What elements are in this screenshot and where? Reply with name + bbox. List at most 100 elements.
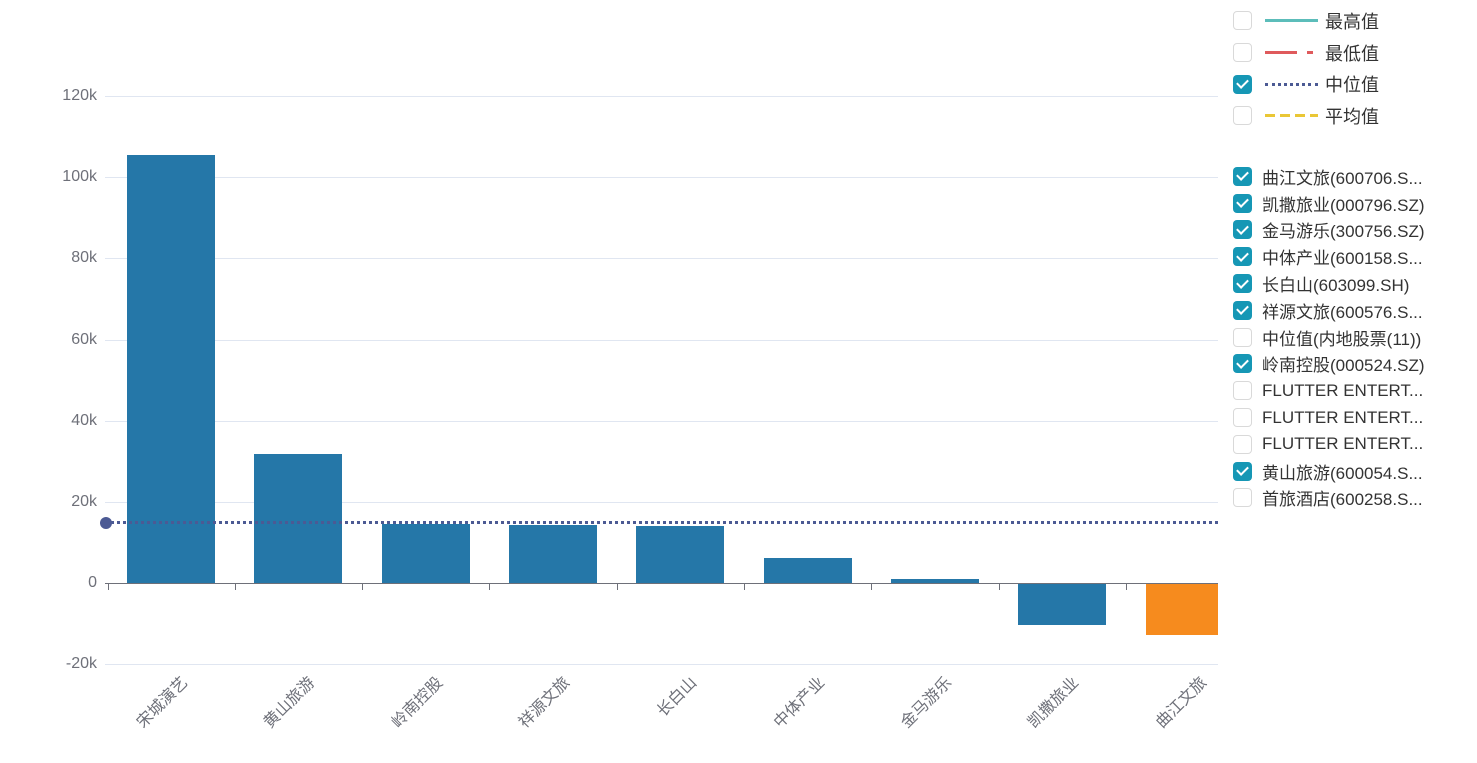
legend-line-sample-dashed bbox=[1265, 114, 1318, 118]
checkbox-unchecked[interactable] bbox=[1233, 381, 1252, 401]
series-item-2[interactable]: 金马游乐(300756.SZ) bbox=[1233, 217, 1425, 244]
x-axis-tick bbox=[489, 583, 491, 590]
checkbox-checked[interactable] bbox=[1233, 74, 1252, 94]
series-label: 中体产业(600158.S... bbox=[1262, 249, 1423, 269]
x-axis-tick bbox=[744, 583, 745, 590]
series-item-8[interactable]: FLUTTER ENTERT... bbox=[1233, 377, 1425, 404]
bar-黄山旅游[interactable] bbox=[254, 454, 343, 583]
checkbox-unchecked[interactable] bbox=[1233, 488, 1252, 508]
gridline bbox=[105, 420, 1218, 422]
gridline bbox=[105, 664, 1218, 666]
checkbox-checked[interactable] bbox=[1233, 220, 1252, 240]
y-axis-tick-label: 120k bbox=[62, 87, 97, 104]
bar-曲江文旅[interactable] bbox=[1145, 583, 1218, 636]
series-label: 中位值(内地股票(11)) bbox=[1262, 329, 1422, 349]
legend-item-1[interactable]: 最低值 bbox=[1233, 37, 1379, 69]
x-axis-tick bbox=[1125, 583, 1127, 590]
series-item-9[interactable]: FLUTTER ENTERT... bbox=[1233, 404, 1425, 431]
series-item-7[interactable]: 岭南控股(000524.SZ) bbox=[1233, 351, 1425, 378]
legend-line-sample-solid bbox=[1265, 19, 1318, 23]
checkbox-unchecked[interactable] bbox=[1233, 43, 1252, 63]
series-label: 凯撒旅业(000796.SZ) bbox=[1262, 195, 1425, 215]
series-label: 岭南控股(000524.SZ) bbox=[1262, 356, 1425, 376]
x-axis-label-金马游乐: 金马游乐 bbox=[897, 674, 956, 732]
series-list: 曲江文旅(600706.S... 凯撒旅业(000796.SZ) 金马游乐(3007… bbox=[1233, 163, 1425, 511]
series-label: 首旅酒店(600258.S... bbox=[1262, 490, 1423, 510]
gridline bbox=[105, 258, 1218, 260]
x-axis-tick bbox=[616, 583, 618, 590]
x-axis-label-长白山: 长白山 bbox=[654, 674, 701, 721]
series-item-3[interactable]: 中体产业(600158.S... bbox=[1233, 243, 1425, 270]
y-axis-tick-label: 60k bbox=[71, 330, 97, 348]
series-label: 曲江文旅(600706.S... bbox=[1262, 168, 1423, 188]
bar-岭南控股[interactable] bbox=[381, 524, 470, 583]
x-axis-tick bbox=[362, 583, 364, 590]
series-item-6[interactable]: 中位值(内地股票(11)) bbox=[1233, 324, 1425, 351]
legend-item-3[interactable]: 平均值 bbox=[1233, 100, 1379, 132]
series-item-12[interactable]: 首旅酒店(600258.S... bbox=[1233, 485, 1425, 512]
legend-label: 最高值 bbox=[1325, 11, 1379, 32]
x-axis-tick bbox=[107, 583, 109, 590]
y-axis-tick-label: 0 bbox=[88, 574, 97, 591]
bar-凯撒旅业[interactable] bbox=[1018, 583, 1107, 625]
y-axis-tick-label: 80k bbox=[71, 249, 97, 267]
y-axis-tick-label: 100k bbox=[62, 168, 97, 186]
checkbox-unchecked[interactable] bbox=[1233, 106, 1252, 126]
series-label: 祥源文旅(600576.S... bbox=[1262, 302, 1423, 322]
x-axis-label-祥源文旅: 祥源文旅 bbox=[516, 674, 574, 732]
bar-中体产业[interactable] bbox=[763, 557, 852, 583]
checkbox-unchecked[interactable] bbox=[1233, 408, 1252, 428]
gridline bbox=[105, 177, 1218, 179]
legend-item-0[interactable]: 最高值 bbox=[1233, 5, 1379, 37]
series-item-1[interactable]: 凯撒旅业(000796.SZ) bbox=[1233, 190, 1425, 217]
legend-line-sample-dotted bbox=[1265, 82, 1318, 86]
checkbox-checked[interactable] bbox=[1233, 354, 1252, 374]
bar-祥源文旅[interactable] bbox=[509, 524, 598, 583]
gridline bbox=[105, 339, 1218, 341]
x-axis-tick bbox=[234, 583, 236, 590]
series-label: 金马游乐(300756.SZ) bbox=[1262, 222, 1425, 242]
checkbox-unchecked[interactable] bbox=[1233, 434, 1252, 454]
checkbox-unchecked[interactable] bbox=[1233, 11, 1252, 31]
checkbox-checked[interactable] bbox=[1233, 300, 1252, 320]
legend: 最高值最低值中位值平均值 bbox=[1233, 5, 1379, 132]
checkbox-unchecked[interactable] bbox=[1233, 327, 1252, 347]
x-axis-tick bbox=[871, 583, 873, 590]
median-reference-line bbox=[105, 521, 1218, 525]
y-axis-tick-label: -20k bbox=[65, 655, 97, 673]
legend-label: 最低值 bbox=[1325, 43, 1379, 64]
series-label: FLUTTER ENTERT... bbox=[1262, 407, 1424, 427]
x-axis-label-曲江文旅: 曲江文旅 bbox=[1152, 674, 1210, 732]
gridline bbox=[105, 96, 1218, 97]
series-label: 黄山旅游(600054.S... bbox=[1262, 463, 1423, 483]
x-axis-label-凯撒旅业: 凯撒旅业 bbox=[1025, 674, 1083, 732]
legend-label: 中位值 bbox=[1325, 75, 1379, 96]
legend-item-2[interactable]: 中位值 bbox=[1233, 68, 1379, 100]
legend-label: 平均值 bbox=[1325, 106, 1379, 127]
x-axis-label-宋城演艺: 宋城演艺 bbox=[134, 674, 192, 732]
y-axis-tick-label: 40k bbox=[71, 411, 97, 429]
bar-金马游乐[interactable] bbox=[890, 578, 979, 583]
x-axis-label-岭南控股: 岭南控股 bbox=[388, 674, 447, 732]
series-label: FLUTTER ENTERT... bbox=[1262, 434, 1424, 454]
series-item-10[interactable]: FLUTTER ENTERT... bbox=[1233, 431, 1425, 458]
x-axis-tick bbox=[998, 583, 1000, 590]
x-axis-label-中体产业: 中体产业 bbox=[770, 674, 828, 732]
legend-line-sample-dashdot bbox=[1265, 51, 1318, 55]
checkbox-checked[interactable] bbox=[1233, 193, 1252, 213]
series-item-11[interactable]: 黄山旅游(600054.S... bbox=[1233, 458, 1425, 485]
checkbox-checked[interactable] bbox=[1233, 166, 1252, 186]
series-label: FLUTTER ENTERT... bbox=[1262, 380, 1424, 400]
bar-长白山[interactable] bbox=[636, 525, 725, 583]
x-axis-line bbox=[105, 583, 1218, 584]
x-axis-label-黄山旅游: 黄山旅游 bbox=[261, 674, 319, 732]
series-item-5[interactable]: 祥源文旅(600576.S... bbox=[1233, 297, 1425, 324]
y-axis-tick-label: 20k bbox=[71, 492, 97, 510]
series-item-4[interactable]: 长白山(603099.SH) bbox=[1233, 270, 1425, 297]
series-item-0[interactable]: 曲江文旅(600706.S... bbox=[1233, 163, 1425, 190]
checkbox-checked[interactable] bbox=[1233, 461, 1252, 481]
bar-宋城演艺[interactable] bbox=[127, 155, 216, 583]
gridline bbox=[105, 501, 1218, 503]
checkbox-checked[interactable] bbox=[1233, 247, 1252, 267]
checkbox-checked[interactable] bbox=[1233, 274, 1252, 294]
